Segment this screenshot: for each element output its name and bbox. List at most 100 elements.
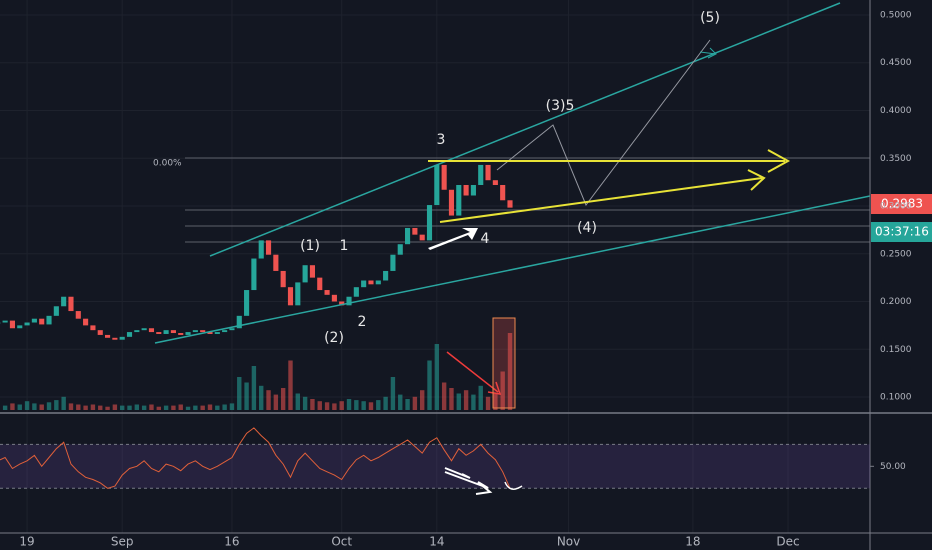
volume-bar: [280, 388, 286, 410]
wave-label: 1: [340, 238, 349, 254]
candle: [470, 184, 476, 196]
candle: [148, 328, 155, 333]
candle: [222, 330, 228, 333]
candle: [170, 330, 176, 334]
candle: [112, 337, 118, 340]
candle: [61, 296, 67, 307]
y-tick-label: 0.4500: [880, 58, 912, 68]
yellow-arrows: [428, 149, 791, 223]
volume-bar: [493, 393, 498, 410]
candle: [346, 296, 352, 306]
volume-bar: [310, 399, 315, 410]
candle: [126, 332, 133, 337]
volume-bar: [237, 377, 242, 410]
candle: [426, 205, 433, 241]
volume-bar: [420, 390, 425, 410]
volume-bar: [178, 404, 183, 410]
x-tick-label: Oct: [331, 535, 352, 549]
candle: [390, 254, 396, 271]
volume-bar: [251, 366, 257, 410]
countdown-tag: [871, 222, 932, 242]
x-tick-label: 14: [429, 535, 444, 549]
x-tick-label: 16: [224, 535, 239, 549]
volume-bar: [302, 396, 308, 410]
candle: [119, 336, 125, 340]
volume-bar: [171, 405, 176, 410]
volume-bar: [259, 385, 264, 410]
x-tick-label: Nov: [557, 535, 580, 549]
volume-bar: [456, 393, 461, 410]
candle: [229, 328, 235, 331]
volume-bar: [463, 390, 469, 410]
candle: [214, 332, 220, 334]
y-tick-label: 0.4000: [880, 106, 912, 116]
candle: [236, 315, 242, 329]
rsi-line: [0, 427, 511, 489]
price-tag: [871, 194, 932, 214]
wave-projection: [496, 39, 711, 207]
last-price: 0.2983: [881, 197, 923, 211]
volume-bar: [83, 405, 88, 410]
volume-bar: [10, 403, 15, 410]
candle: [90, 325, 96, 331]
candle: [39, 318, 45, 325]
candle: [339, 301, 345, 306]
volume-bar: [222, 404, 227, 410]
volume-bar: [61, 396, 66, 410]
volume-bar: [244, 382, 249, 410]
candle: [383, 270, 389, 281]
candle: [17, 325, 23, 329]
candle: [302, 265, 308, 283]
volume-bar: [120, 405, 125, 410]
candle: [31, 318, 37, 323]
volume-bar: [39, 404, 44, 410]
volume-bar: [507, 333, 513, 410]
candle: [53, 306, 59, 316]
wave-label: (2): [324, 330, 344, 346]
candle: [163, 330, 169, 334]
y-tick-label: 0.3500: [880, 154, 912, 164]
volume-bar: [90, 404, 96, 410]
volume-bar: [478, 385, 483, 410]
x-tick-label: 18: [685, 535, 700, 549]
volume-bar: [76, 404, 81, 410]
volume-bar: [317, 401, 322, 410]
candle: [192, 330, 198, 333]
candle: [97, 330, 103, 335]
volume-bar: [163, 405, 169, 410]
y-tick-label: 0.2000: [880, 297, 912, 307]
volume-bar: [193, 405, 198, 410]
candle: [353, 287, 359, 297]
candle: [46, 315, 52, 325]
x-tick-label: Sep: [111, 535, 134, 549]
candle: [178, 333, 184, 335]
volume-bar: [215, 405, 220, 410]
y-tick-label: 0.5000: [880, 10, 912, 20]
wave-label: (5): [700, 10, 720, 26]
volume-bar: [17, 404, 22, 410]
wave-label: (1): [300, 238, 320, 254]
volume-bar: [229, 403, 235, 410]
candle: [507, 200, 513, 208]
candle: [434, 164, 440, 206]
countdown: 03:37:16: [875, 225, 929, 239]
y-tick-label: 50.00: [880, 462, 906, 472]
volume-bar: [368, 402, 374, 410]
volume-bar: [273, 394, 279, 410]
volume-bar: [141, 405, 147, 410]
rsi-mark: [504, 481, 523, 490]
candle: [412, 227, 418, 235]
fib-label: 0.00%: [153, 159, 182, 169]
wave-label: 3: [437, 132, 446, 148]
volume-bar: [383, 396, 388, 410]
volume-bar: [185, 406, 191, 410]
candle: [492, 180, 498, 185]
wave-label: (4): [577, 220, 597, 236]
channel-arrow: [699, 47, 717, 59]
volume-bar: [500, 371, 505, 410]
wave-label: 4: [481, 231, 490, 247]
white-arrow: [428, 228, 478, 250]
wave-label: (3)5: [546, 98, 575, 114]
candle: [75, 311, 81, 319]
